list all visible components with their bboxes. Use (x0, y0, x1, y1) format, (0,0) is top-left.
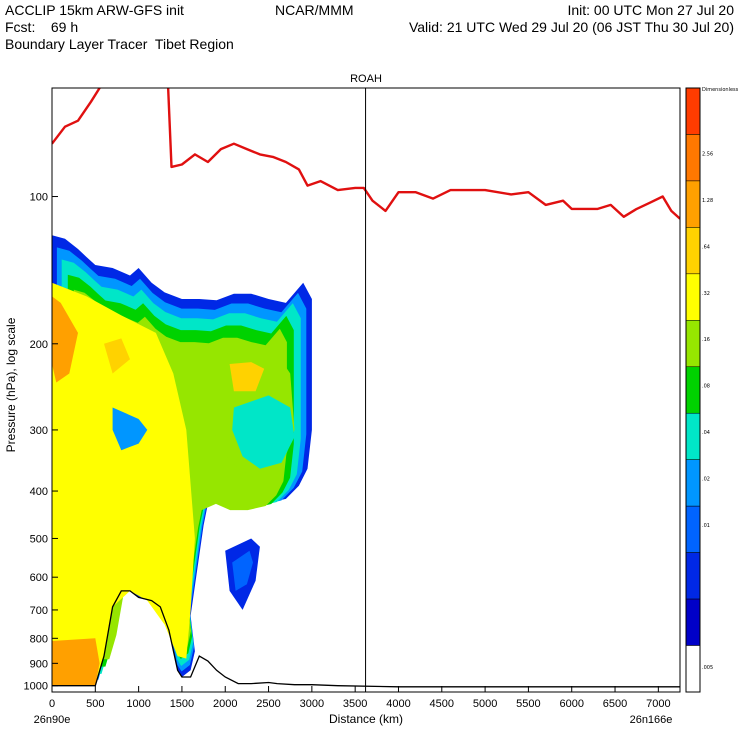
colorbar-swatch (685, 273, 701, 321)
x-tick-label: 2500 (256, 698, 280, 710)
x-end-label: 26n166e (630, 714, 673, 726)
colorbar-swatch (685, 134, 701, 182)
y-tick-label: 1000 (24, 681, 48, 693)
colorbar-label: .08 (702, 384, 710, 390)
x-tick-label: 5000 (473, 698, 497, 710)
x-tick-label: 2000 (213, 698, 237, 710)
field-name: Boundary Layer Tracer Tibet Region (5, 36, 234, 52)
colorbar-swatch (685, 598, 701, 646)
colorbar-label: .04 (702, 430, 710, 436)
x-tick-label: 0 (49, 698, 55, 710)
tracer-patch-blue2 (232, 550, 253, 591)
plot-frame (51, 87, 681, 693)
colorbar-swatch (685, 320, 701, 368)
tracer-field (52, 235, 312, 686)
colorbar-label: 1.28 (702, 198, 713, 204)
tropopause-line (52, 88, 680, 220)
tracer-patch-gold-2 (229, 362, 265, 392)
colorbar-swatch (685, 180, 701, 228)
x-tick-label: 6500 (603, 698, 627, 710)
y-tick-label: 700 (30, 605, 48, 617)
y-tick-label: 600 (30, 572, 48, 584)
y-axis-label: Pressure (hPa), log scale (4, 317, 18, 452)
x-tick-label: 7000 (646, 698, 670, 710)
colorbar-swatch (685, 552, 701, 600)
colorbar-swatch (685, 505, 701, 553)
terrain-line (52, 590, 680, 688)
model-title: ACCLIP 15km ARW-GFS init (5, 2, 184, 18)
chart-title: ROAH (350, 73, 382, 85)
colorbar-label: Dimensionless (702, 87, 739, 93)
x-tick-label: 6000 (559, 698, 583, 710)
tracer-band-6 (52, 282, 195, 684)
x-axis: 0 500 1000 1500 2000 2500 3000 3500 4000 4500 5000… (49, 686, 671, 710)
tracer-patch-sky (112, 407, 148, 451)
colorbar-swatch (685, 227, 701, 275)
x-tick-label: 1500 (170, 698, 194, 710)
tracer-patch-orange-bottom (52, 638, 100, 686)
colorbar-label: .02 (702, 477, 710, 483)
x-axis-label: Distance (km) (329, 712, 403, 726)
y-tick-label: 800 (30, 633, 48, 645)
y-tick-label: 900 (30, 658, 48, 670)
tracer-patch-gold-1 (104, 338, 130, 374)
init-time: Init: 00 UTC Mon 27 Jul 20 (567, 2, 734, 18)
y-axis: 100 200 300 400 500 600 700 800 900 1000 (24, 192, 58, 693)
colorbar-frame (685, 87, 701, 693)
forecast-hour: Fcst: 69 h (5, 19, 79, 35)
x-tick-label: 3000 (300, 698, 324, 710)
colorbar-label: 2.56 (702, 151, 713, 157)
x-tick-label: 3500 (343, 698, 367, 710)
colorbar: Dimensionless 2.56 1.28 .64 .32 .16 .08 .04 .02.… (685, 87, 739, 693)
x-tick-label: 4500 (430, 698, 454, 710)
y-tick-label: 100 (30, 192, 48, 204)
colorbar-label: .01 (702, 523, 710, 529)
colorbar-swatch (685, 459, 701, 507)
y-tick-label: 300 (30, 425, 48, 437)
x-tick-label: 5500 (516, 698, 540, 710)
colorbar-label: .16 (702, 337, 710, 343)
colorbar-label: .005 (702, 665, 713, 671)
colorbar-swatch (685, 645, 701, 693)
x-tick-label: 500 (86, 698, 104, 710)
valid-time: Valid: 21 UTC Wed 29 Jul 20 (06 JST Thu … (408, 19, 734, 35)
tracer-patch-cyan (232, 395, 295, 469)
colorbar-label: .64 (702, 244, 710, 250)
colorbar-swatch (685, 366, 701, 414)
institution-label: NCAR/MMM (275, 2, 354, 18)
y-tick-label: 200 (30, 339, 48, 351)
x-tick-label: 4000 (386, 698, 410, 710)
x-tick-label: 1000 (126, 698, 150, 710)
colorbar-swatch (685, 87, 701, 135)
x-start-label: 26n90e (34, 714, 71, 726)
y-tick-label: 400 (30, 486, 48, 498)
colorbar-label: .32 (702, 291, 710, 297)
y-tick-label: 500 (30, 533, 48, 545)
colorbar-swatch (685, 412, 701, 460)
tracer-patch-orange-top (52, 296, 78, 383)
